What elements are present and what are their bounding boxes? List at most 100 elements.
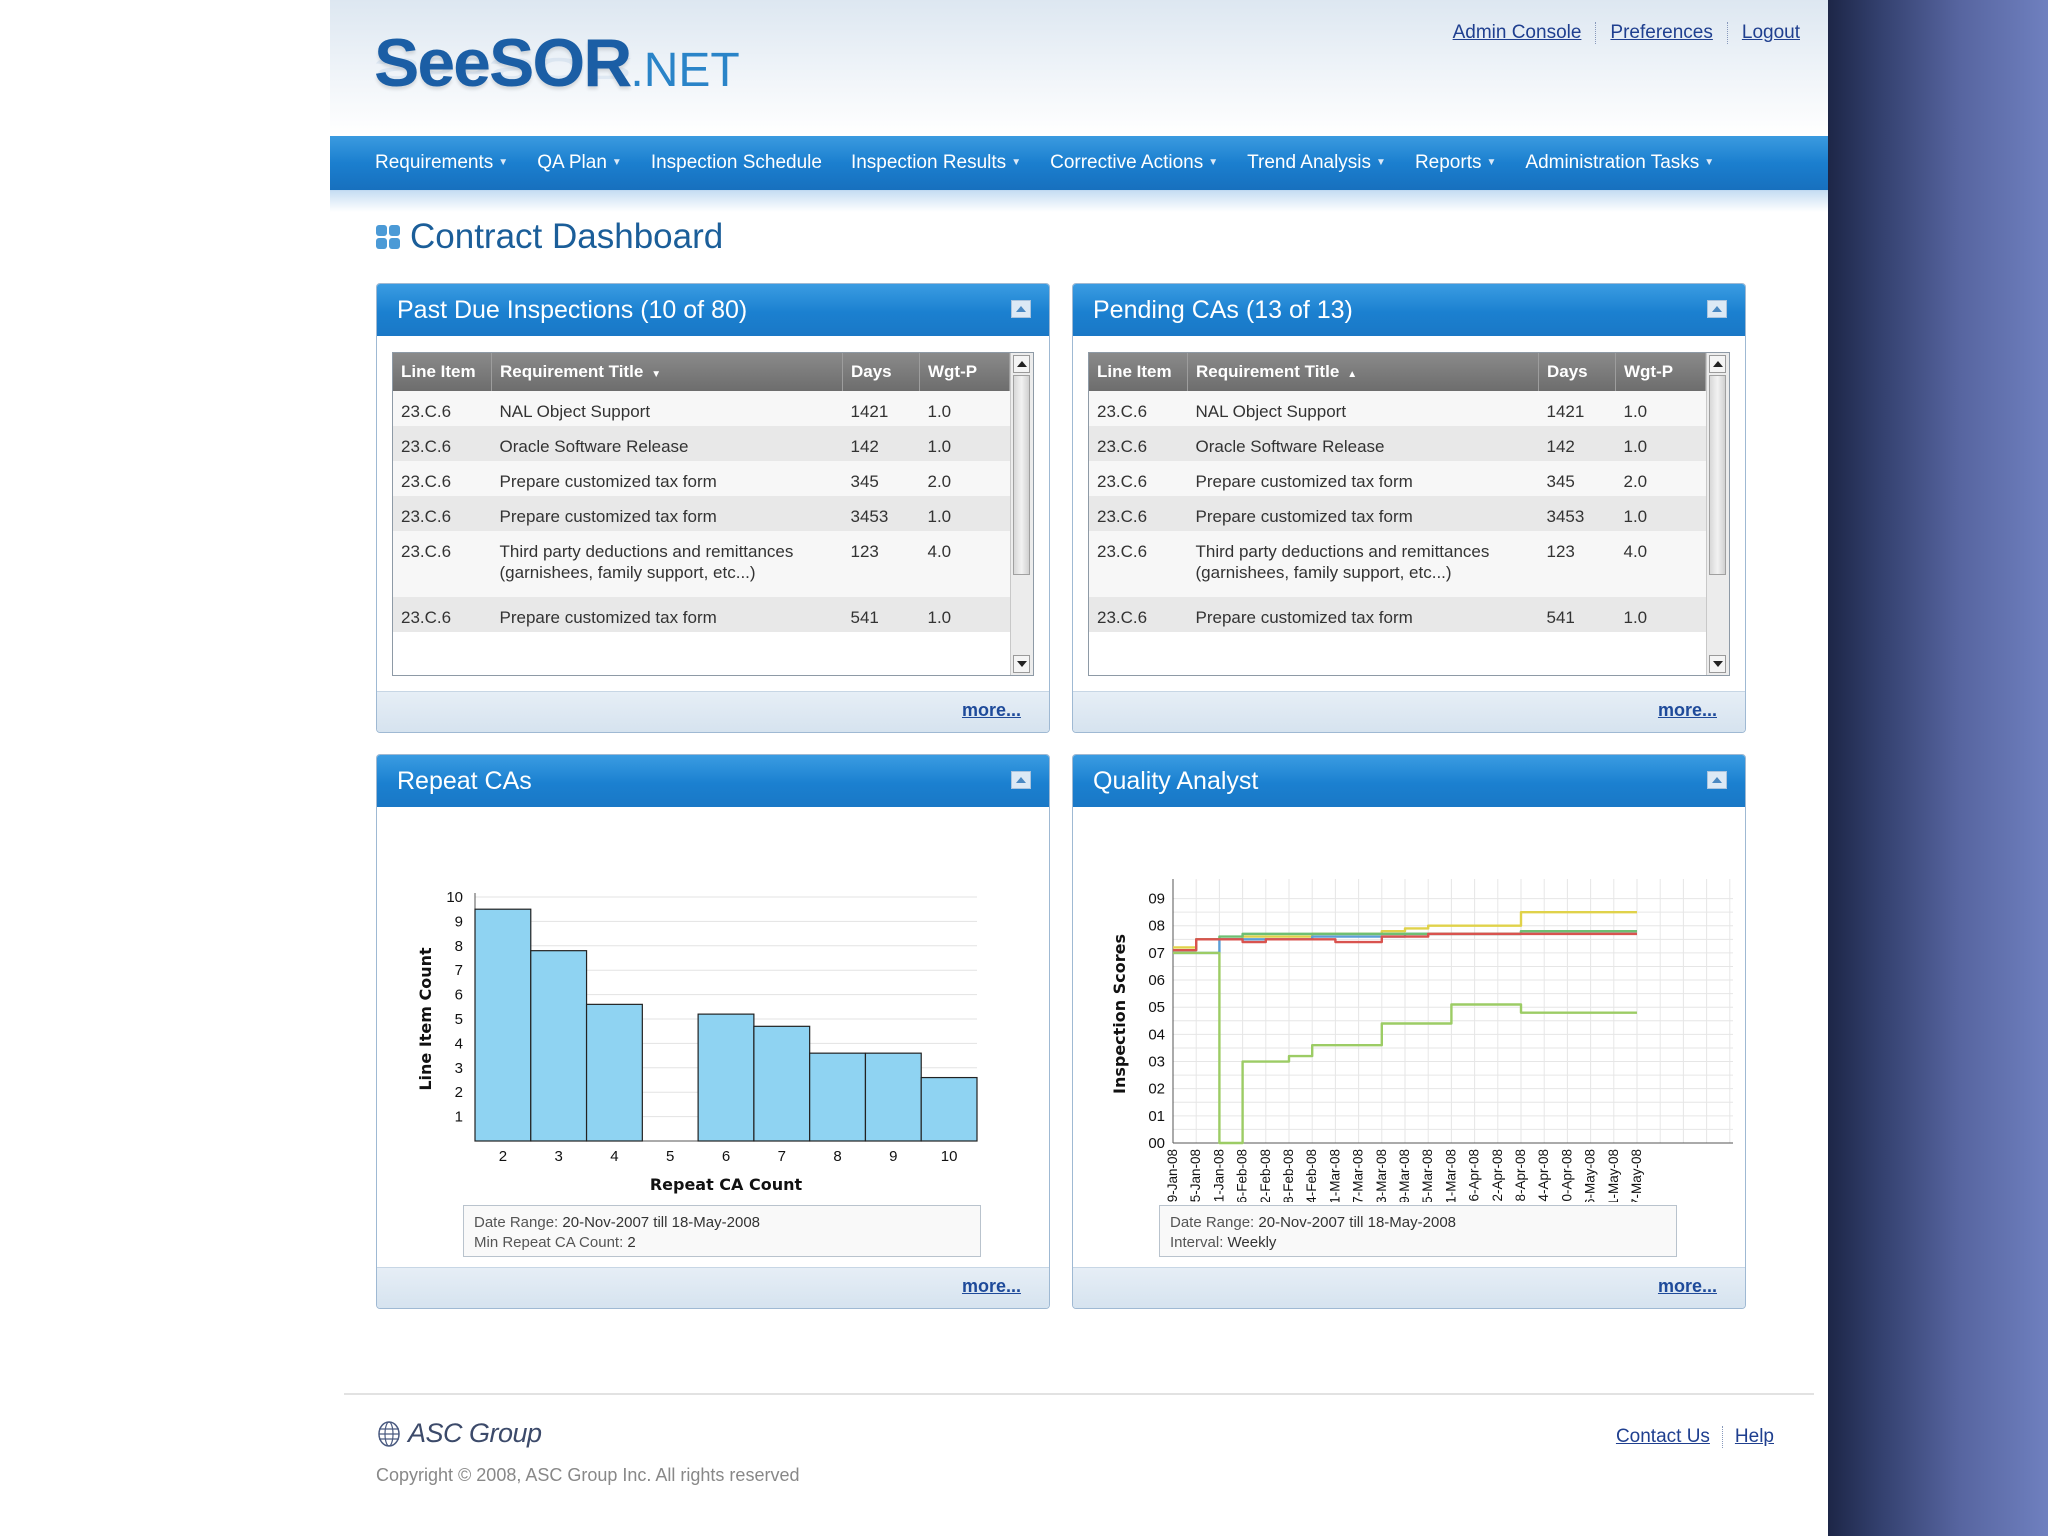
column-header-wgt-p[interactable]: Wgt-P <box>1615 353 1706 391</box>
table-row[interactable]: 23.C.6 NAL Object Support 1421 1.0 <box>1089 391 1706 426</box>
nav-item-label: Corrective Actions <box>1050 152 1204 173</box>
column-header-requirement-title[interactable]: Requirement Title ▼ <box>491 353 843 391</box>
column-header-label: Days <box>1547 362 1588 381</box>
link-divider <box>1721 1426 1723 1448</box>
contact-us-link[interactable]: Contact Us <box>1615 1426 1710 1448</box>
cell-wgt-p: 1.0 <box>919 391 1010 426</box>
table-row[interactable]: 23.C.6 Third party deductions and remitta… <box>1089 531 1706 597</box>
info-label: Date Range: <box>1170 1214 1255 1231</box>
cell-wgt-p: 2.0 <box>919 461 1010 496</box>
nav-item-inspection-results[interactable]: Inspection Results ▼ <box>851 152 1021 174</box>
collapse-button[interactable] <box>1011 771 1031 789</box>
y-tick-label: 04 <box>1148 1026 1165 1043</box>
table-row[interactable]: 23.C.6 Prepare customized tax form 541 1.0 <box>393 597 1010 632</box>
bar <box>920 1076 978 1142</box>
scroll-down-button[interactable] <box>1013 655 1030 673</box>
series-line <box>1173 910 1637 949</box>
x-tick-label: 07-Mar-08 <box>1351 1149 1366 1202</box>
cell-days: 541 <box>1538 597 1616 632</box>
y-tick-label: 7 <box>455 962 463 979</box>
cell-requirement-title: Prepare customized tax form <box>491 461 843 496</box>
x-tick-label: 19-Jan-08 <box>1165 1149 1180 1202</box>
bar <box>864 1052 922 1142</box>
nav-item-label: Inspection Schedule <box>650 152 822 173</box>
table-row[interactable]: 23.C.6 Prepare customized tax form 3453 1.0 <box>393 496 1010 531</box>
table-row[interactable]: 23.C.6 Third party deductions and remitta… <box>393 531 1010 597</box>
collapse-button[interactable] <box>1011 300 1031 318</box>
more-link[interactable]: more... <box>1657 1276 1717 1296</box>
chevron-down-icon: ▼ <box>1376 157 1386 169</box>
column-header-line-item[interactable]: Line Item <box>393 353 492 391</box>
info-value: Weekly <box>1227 1234 1277 1251</box>
table-row[interactable]: 23.C.6 Prepare customized tax form 345 2.0 <box>1089 461 1706 496</box>
help-link[interactable]: Help <box>1734 1426 1774 1448</box>
column-header-line-item[interactable]: Line Item <box>1089 353 1188 391</box>
cell-days: 142 <box>842 426 920 461</box>
column-header-days[interactable]: Days <box>1538 353 1616 391</box>
logo-reflection: SeeSOR <box>374 51 631 86</box>
pending-cas-panel: Pending CAs (13 of 13) Line Item Require… <box>1072 283 1746 733</box>
table-row[interactable]: 23.C.6 Prepare customized tax form 541 1.0 <box>1089 597 1706 632</box>
y-tick-label: 09 <box>1148 891 1165 908</box>
series-line <box>1173 929 1637 952</box>
nav-item-reports[interactable]: Reports ▼ <box>1415 152 1496 174</box>
footer-links: Contact Us Help <box>1616 1426 1774 1448</box>
cell-wgt-p: 4.0 <box>919 531 1010 597</box>
preferences-link[interactable]: Preferences <box>1610 22 1713 44</box>
seesor-logo[interactable]: SeeSOR.NET SeeSOR <box>374 24 740 134</box>
nav-item-inspection-schedule[interactable]: Inspection Schedule <box>651 152 822 174</box>
table-row[interactable]: 23.C.6 Prepare customized tax form 3453 1.0 <box>1089 496 1706 531</box>
collapse-button[interactable] <box>1707 300 1727 318</box>
scroll-down-button[interactable] <box>1709 655 1726 673</box>
collapse-icon <box>1712 777 1722 783</box>
nav-item-requirements[interactable]: Requirements ▼ <box>375 152 508 174</box>
x-tick-label: 12-Apr-08 <box>1490 1149 1505 1202</box>
column-header-days[interactable]: Days <box>842 353 920 391</box>
panel-footer: more... <box>1073 1267 1745 1308</box>
x-axis-title: Repeat CA Count <box>650 1175 803 1194</box>
y-tick-label: 03 <box>1148 1054 1165 1071</box>
cell-requirement-title: Third party deductions and remittances (… <box>1187 531 1539 597</box>
bar <box>753 1025 811 1142</box>
vertical-scrollbar[interactable] <box>1706 353 1729 675</box>
scroll-up-button[interactable] <box>1013 355 1030 373</box>
chevron-down-icon: ▼ <box>1011 157 1022 169</box>
x-tick-label: 31-Jan-08 <box>1211 1149 1226 1202</box>
nav-item-administration-tasks[interactable]: Administration Tasks ▼ <box>1525 152 1714 174</box>
link-divider <box>1595 22 1597 44</box>
logout-link[interactable]: Logout <box>1741 22 1800 44</box>
table-row[interactable]: 23.C.6 Prepare customized tax form 345 2.0 <box>393 461 1010 496</box>
table-row[interactable]: 23.C.6 NAL Object Support 1421 1.0 <box>393 391 1010 426</box>
main-nav: Requirements ▼ QA Plan ▼ Inspection Schedu… <box>330 136 1828 212</box>
table-row[interactable]: 23.C.6 Oracle Software Release 142 1.0 <box>393 426 1010 461</box>
admin-console-link[interactable]: Admin Console <box>1452 22 1582 44</box>
y-tick-label: 8 <box>455 938 463 955</box>
info-line: Min Repeat CA Count: 2 <box>474 1233 970 1253</box>
asc-group-logo: ASC Group <box>376 1418 542 1449</box>
column-header-label: Wgt-P <box>1624 362 1674 381</box>
scroll-thumb[interactable] <box>1013 375 1030 575</box>
table-row[interactable]: 23.C.6 Oracle Software Release 142 1.0 <box>1089 426 1706 461</box>
cell-requirement-title: Prepare customized tax form <box>1187 496 1539 531</box>
cell-line-item: 23.C.6 <box>393 597 492 632</box>
scroll-up-button[interactable] <box>1709 355 1726 373</box>
grid-viewport: Line Item Requirement Title ▲ Days Wgt-P … <box>1089 353 1706 675</box>
nav-item-qa-plan[interactable]: QA Plan ▼ <box>537 152 622 174</box>
cell-wgt-p: 4.0 <box>1615 531 1706 597</box>
more-link[interactable]: more... <box>1657 700 1717 720</box>
column-header-requirement-title[interactable]: Requirement Title ▲ <box>1187 353 1539 391</box>
nav-item-corrective-actions[interactable]: Corrective Actions ▼ <box>1050 152 1218 174</box>
column-header-wgt-p[interactable]: Wgt-P <box>919 353 1010 391</box>
more-link[interactable]: more... <box>961 1276 1021 1296</box>
cell-line-item: 23.C.6 <box>393 426 492 461</box>
cell-days: 345 <box>1538 461 1616 496</box>
more-link[interactable]: more... <box>961 700 1021 720</box>
x-tick-label: 25-Jan-08 <box>1188 1149 1203 1202</box>
info-label: Date Range: <box>474 1214 559 1231</box>
x-tick-label: 06-May-08 <box>1583 1149 1598 1202</box>
nav-item-trend-analysis[interactable]: Trend Analysis ▼ <box>1247 152 1386 174</box>
scroll-thumb[interactable] <box>1709 375 1726 575</box>
vertical-scrollbar[interactable] <box>1010 353 1033 675</box>
collapse-button[interactable] <box>1707 771 1727 789</box>
nav-shadow <box>330 190 1828 212</box>
